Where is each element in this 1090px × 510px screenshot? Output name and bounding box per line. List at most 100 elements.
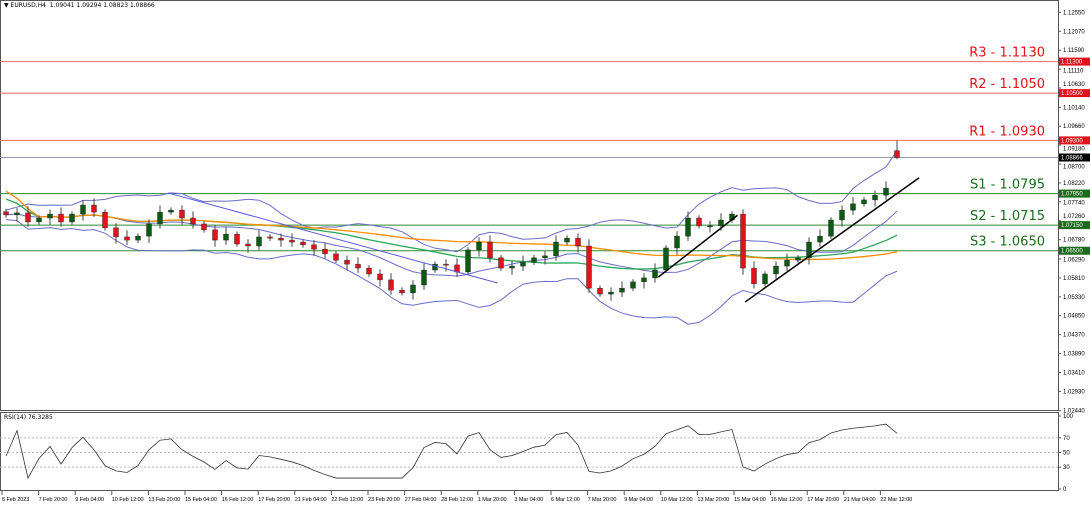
x-tick-label: 17 Mar 20:00 <box>807 497 839 503</box>
x-tick-label: 10 Feb 12:00 <box>111 497 144 503</box>
candle-bull <box>542 255 548 259</box>
rsi-title: RSI(14) 76.3285 <box>4 414 53 421</box>
candle-bear <box>201 223 207 231</box>
level-label: R2 - 1.1050 <box>969 77 1045 92</box>
level-label: S1 - 1.0795 <box>970 178 1045 193</box>
level-price-tag-text: 1.11300 <box>1061 60 1083 66</box>
candle-bull <box>135 235 141 241</box>
level-label: R3 - 1.1130 <box>969 46 1045 61</box>
moving-average-slow <box>5 190 898 261</box>
x-tick-label: 6 Feb 2023 <box>2 497 30 503</box>
candle-bear <box>751 267 757 285</box>
candle-bear <box>113 227 119 238</box>
candle-bull <box>421 269 427 286</box>
level-price-tag <box>1059 221 1090 230</box>
y-tick-label: 1.04850 <box>1063 314 1085 320</box>
y-tick-label: 1.09660 <box>1063 124 1085 130</box>
candle-bull <box>762 273 768 285</box>
candle-bull <box>641 277 647 283</box>
candle-bull <box>883 187 889 196</box>
y-tick-label: 1.09180 <box>1063 147 1085 153</box>
candle-bear <box>443 263 449 266</box>
level-label: R1 - 1.0930 <box>969 124 1045 139</box>
x-tick-label: 22 Feb 12:00 <box>331 497 364 503</box>
level-price-tag <box>1059 57 1090 66</box>
candle-bull <box>223 233 229 241</box>
candle-bull <box>509 265 515 269</box>
x-tick-label: 27 Feb 04:00 <box>404 497 437 503</box>
y-tick-label: 1.12070 <box>1063 29 1085 35</box>
x-tick-label: 3 Mar 04:00 <box>514 497 544 503</box>
candle-bull <box>674 235 680 249</box>
symbol-label: EURUSD,H4 <box>10 2 46 9</box>
y-tick-label: 1.07260 <box>1063 214 1085 220</box>
y-tick-label: 1.10140 <box>1063 105 1085 111</box>
candle-bull <box>168 209 174 213</box>
price-panel-frame <box>0 0 1059 411</box>
level-price-tag-text: 1.06500 <box>1061 249 1083 255</box>
candle-bull <box>663 247 669 271</box>
candle-bull <box>36 217 42 223</box>
bollinger-middle <box>5 210 898 277</box>
x-tick-label: 7 Mar 20:00 <box>587 497 617 503</box>
candle-bear <box>696 217 702 227</box>
candle-bull <box>861 199 867 205</box>
bollinger-lower <box>5 219 898 325</box>
candle-bull <box>828 219 834 237</box>
rsi-panel-frame <box>0 412 1059 491</box>
candle-bear <box>586 245 592 289</box>
x-tick-label: 9 Mar 04:00 <box>624 497 653 503</box>
candle-bull <box>465 249 471 273</box>
candle-bear <box>102 211 108 229</box>
level-price-tag <box>1059 246 1090 255</box>
candle-bear <box>355 263 361 269</box>
candle-bull <box>14 212 20 216</box>
candle-bull <box>476 241 482 251</box>
candle-bull <box>608 291 614 295</box>
level-price-tag-text: 1.07150 <box>1061 223 1083 229</box>
current-price-tag <box>1059 153 1090 162</box>
candle-bear <box>311 244 317 250</box>
y-tick-label: 1.10630 <box>1063 82 1085 88</box>
candle-bull <box>718 219 724 227</box>
chart-header: ▼ EURUSD,H4 1.09041 1.09294 1.08823 1.08… <box>4 2 155 9</box>
x-tick-label: 28 Feb 12:00 <box>441 497 473 503</box>
level-label: S2 - 1.0715 <box>970 209 1045 224</box>
x-tick-label: 6 Mar 12:00 <box>551 497 580 503</box>
candle-bull <box>553 241 559 257</box>
ohlc-readout: 1.09041 1.09294 1.08823 1.08866 <box>49 2 155 9</box>
candle-bear <box>212 229 218 241</box>
candle-bull <box>850 203 856 211</box>
level-price-tag <box>1059 189 1090 198</box>
candle-bull <box>157 211 163 225</box>
time-axis: 6 Feb 2023 7 Feb 20:00 9 Feb 04:00 10 Feb 1… <box>0 497 920 507</box>
candle-bear <box>377 273 383 281</box>
candle-bull <box>773 265 779 275</box>
y-tick-label: 1.07740 <box>1063 201 1085 207</box>
x-tick-label: 13 Mar 20:00 <box>697 497 730 503</box>
x-tick-label: 22 Mar 12:00 <box>880 497 913 503</box>
candle-bull <box>619 287 625 293</box>
candle-bull <box>685 217 691 237</box>
x-tick-label: 10 Mar 12:00 <box>660 497 693 503</box>
candle-bear <box>179 209 185 219</box>
candle-bull <box>410 284 416 294</box>
x-tick-label: 16 Feb 12:00 <box>221 497 254 503</box>
candle-bull <box>47 213 53 219</box>
rsi-y-tick-label: 50 <box>1063 451 1070 457</box>
x-tick-label: 21 Feb 04:00 <box>294 497 327 503</box>
candle-bear <box>322 248 328 255</box>
candle-bear <box>399 289 405 294</box>
candle-bear <box>267 236 273 239</box>
y-tick-label: 1.08220 <box>1063 181 1085 187</box>
x-tick-label: 15 Feb 04:00 <box>185 497 217 503</box>
candle-bull <box>80 204 86 215</box>
candle-bull <box>652 269 658 279</box>
y-tick-label: 1.05810 <box>1063 276 1085 282</box>
level-price-tag-text: 1.09300 <box>1061 138 1083 144</box>
candle-bear <box>894 150 900 158</box>
candle-bear <box>234 233 240 245</box>
candle-bull <box>564 237 570 243</box>
x-tick-label: 15 Mar 04:00 <box>734 497 766 503</box>
